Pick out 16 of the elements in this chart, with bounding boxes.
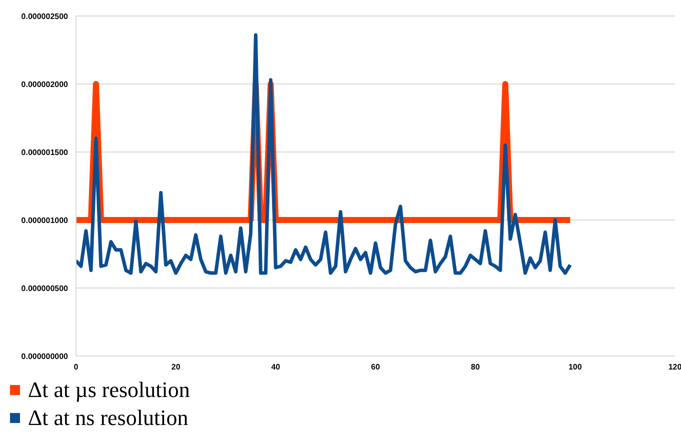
x-tick-label: 60 (371, 362, 380, 372)
x-tick-label: 120 (668, 362, 681, 372)
y-tick-label: 0.000000500 (21, 284, 69, 293)
y-tick-label: 0.000002500 (21, 12, 69, 21)
y-tick-label: 0.000000000 (21, 352, 69, 361)
line-series (76, 33, 572, 275)
x-tick-label: 0 (74, 362, 79, 372)
legend-label: Δt at ns resolution (28, 404, 188, 432)
y-tick-label: 0.000001000 (21, 216, 69, 225)
y-tick-label: 0.000002000 (21, 80, 69, 89)
legend-label: Δt at µs resolution (28, 376, 190, 404)
y-tick-label: 0.000001500 (21, 148, 69, 157)
x-tick-label: 80 (470, 362, 480, 372)
x-tick-label: 100 (568, 362, 582, 372)
x-tick-label: 20 (171, 362, 181, 372)
x-tick-label: 40 (271, 362, 281, 372)
